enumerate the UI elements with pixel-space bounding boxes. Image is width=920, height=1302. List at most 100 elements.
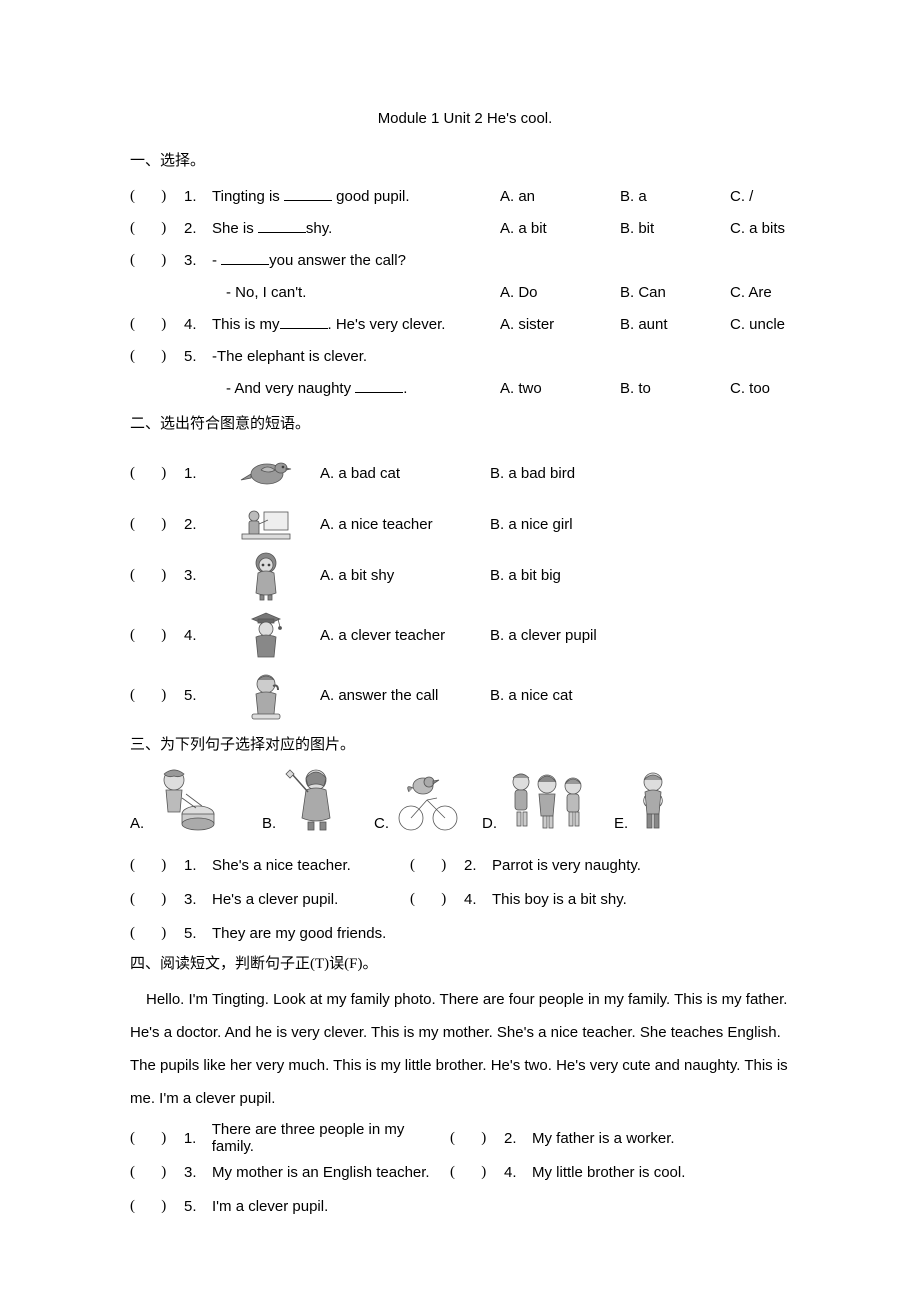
s1-q5-line1: ( ) 5. -The elephant is clever. <box>130 340 800 372</box>
s2-q4: ( ) 4. A. a clever teacher B. a clever p… <box>130 605 800 665</box>
section4-head: 四、阅读短文，判断句子正(T)误(F)。 <box>130 952 800 973</box>
paren[interactable]: ( ) <box>130 348 184 365</box>
q-text: Tingting is good pupil. <box>212 187 410 205</box>
paren[interactable]: ( ) <box>130 1130 184 1147</box>
s1-q4: ( ) 4. This is my. He's very clever. A. … <box>130 308 800 340</box>
shy-girl-icon <box>212 549 320 601</box>
opt-c: C. uncle <box>730 316 800 333</box>
q-num: 2. <box>184 220 212 237</box>
label-d: D. <box>482 815 497 832</box>
s4-q4: ( ) 4. My little brother is cool. <box>450 1155 770 1189</box>
opt-c: C. / <box>730 188 800 205</box>
q-num: 2. <box>504 1130 532 1147</box>
label-c: C. <box>374 815 389 832</box>
opt-b: B. a nice cat <box>490 687 573 704</box>
opt-b: B. Can <box>620 284 730 301</box>
s2-q1: ( ) 1. A. a bad cat B. a bad bird <box>130 443 800 503</box>
q-num: 5. <box>184 925 212 942</box>
opt-a: A. a clever teacher <box>320 627 490 644</box>
section1-head: 一、选择。 <box>130 149 800 170</box>
opt-b: B. bit <box>620 220 730 237</box>
paren[interactable]: ( ) <box>130 188 184 205</box>
s3-questions: ( ) 1. She's a nice teacher. ( ) 2. Parr… <box>130 848 800 950</box>
opt-a: A. Do <box>500 284 620 301</box>
q-text: This is my. He's very clever. <box>212 315 445 333</box>
q-num: 2. <box>464 857 492 874</box>
bird-icon <box>212 454 320 492</box>
q-text: -The elephant is clever. <box>212 348 367 365</box>
q-text: They are my good friends. <box>212 925 386 942</box>
shy-boy-icon <box>632 768 674 832</box>
q-text: He's a clever pupil. <box>212 891 338 908</box>
friends-icon <box>501 766 593 832</box>
q-text: - you answer the call? <box>212 251 406 269</box>
opt-b: B. to <box>620 380 730 397</box>
q-text: She is shy. <box>212 219 332 237</box>
paren[interactable]: ( ) <box>130 1198 184 1215</box>
paren[interactable]: ( ) <box>130 316 184 333</box>
paren[interactable]: ( ) <box>130 1164 184 1181</box>
q-text: She's a nice teacher. <box>212 857 351 874</box>
s1-q1: ( ) 1. Tingting is good pupil. A. an B. … <box>130 180 800 212</box>
opt-a: A. a nice teacher <box>320 516 490 533</box>
q-text: My father is a worker. <box>532 1130 675 1147</box>
q-text: Parrot is very naughty. <box>492 857 641 874</box>
passage: Hello. I'm Tingting. Look at my family p… <box>130 983 800 1115</box>
opt-c: C. too <box>730 380 800 397</box>
s4-q3: ( ) 3. My mother is an English teacher. <box>130 1155 450 1189</box>
s3-q2: ( ) 2. Parrot is very naughty. <box>410 848 690 882</box>
s1-q5-line2: - And very naughty . A. two B. to C. too <box>130 372 800 404</box>
s4-q1: ( ) 1. There are three people in my fami… <box>130 1121 450 1155</box>
label-a: A. <box>130 815 144 832</box>
paren[interactable]: ( ) <box>130 465 184 482</box>
opt-b: B. aunt <box>620 316 730 333</box>
paren[interactable]: ( ) <box>450 1164 504 1181</box>
paren[interactable]: ( ) <box>130 891 184 908</box>
q-num: 1. <box>184 1130 212 1147</box>
q-num: 5. <box>184 348 212 365</box>
q-text: I'm a clever pupil. <box>212 1198 328 1215</box>
q-text: There are three people in my family. <box>212 1121 450 1155</box>
q-num: 4. <box>464 891 492 908</box>
q-num: 4. <box>184 627 212 644</box>
s4-questions: ( ) 1. There are three people in my fami… <box>130 1121 800 1223</box>
parrot-bike-icon <box>393 770 463 832</box>
s2-q3: ( ) 3. A. a bit shy B. a bit big <box>130 545 800 605</box>
q-num: 2. <box>184 516 212 533</box>
paren[interactable]: ( ) <box>410 857 464 874</box>
paren[interactable]: ( ) <box>130 220 184 237</box>
s3-images: A. B. C. D. E. <box>130 764 800 832</box>
q-text: My little brother is cool. <box>532 1164 685 1181</box>
s1-q3-line1: ( ) 3. - you answer the call? <box>130 244 800 276</box>
teacher-icon <box>212 506 320 542</box>
opt-c: C. Are <box>730 284 800 301</box>
phone-boy-icon <box>212 670 320 720</box>
q-text: My mother is an English teacher. <box>212 1164 430 1181</box>
boy-drum-icon <box>148 764 222 832</box>
paren[interactable]: ( ) <box>130 687 184 704</box>
opt-b: B. a bad bird <box>490 465 575 482</box>
s4-q5: ( ) 5. I'm a clever pupil. <box>130 1189 450 1223</box>
opt-a: A. an <box>500 188 620 205</box>
paren[interactable]: ( ) <box>410 891 464 908</box>
q-num: 3. <box>184 1164 212 1181</box>
s3-q3: ( ) 3. He's a clever pupil. <box>130 882 410 916</box>
q-num: 4. <box>184 316 212 333</box>
paren[interactable]: ( ) <box>450 1130 504 1147</box>
paren[interactable]: ( ) <box>130 627 184 644</box>
q-text: This boy is a bit shy. <box>492 891 627 908</box>
girl-wand-icon <box>280 764 346 832</box>
q-text: - And very naughty . <box>130 379 407 397</box>
paren[interactable]: ( ) <box>130 925 184 942</box>
opt-a: A. two <box>500 380 620 397</box>
paren[interactable]: ( ) <box>130 252 184 269</box>
opt-a: A. a bit <box>500 220 620 237</box>
opt-b: B. a nice girl <box>490 516 573 533</box>
s3-q1: ( ) 1. She's a nice teacher. <box>130 848 410 882</box>
paren[interactable]: ( ) <box>130 516 184 533</box>
s1-q2: ( ) 2. She is shy. A. a bit B. bit C. a … <box>130 212 800 244</box>
paren[interactable]: ( ) <box>130 567 184 584</box>
paren[interactable]: ( ) <box>130 857 184 874</box>
s2-q2: ( ) 2. A. a nice teacher B. a nice girl <box>130 503 800 545</box>
q-num: 1. <box>184 857 212 874</box>
